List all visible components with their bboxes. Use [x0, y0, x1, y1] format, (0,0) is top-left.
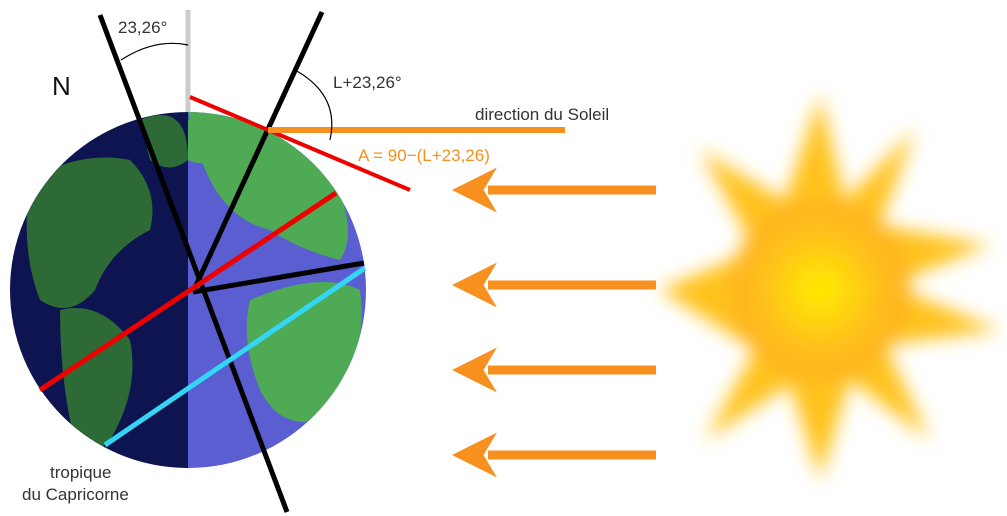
tropic-label: du Capricorne: [22, 485, 129, 504]
sun-direction-label: direction du Soleil: [475, 105, 609, 124]
latitude-line: [192, 260, 365, 295]
tropic-label: tropique: [50, 463, 111, 482]
zenith-line: [190, 10, 325, 294]
tropic-line: [103, 265, 367, 448]
sun-angle-label: L+23,26°: [333, 73, 402, 92]
sun-angle-arc: [294, 69, 333, 141]
equator: [38, 190, 338, 393]
tilt-arc: [120, 42, 189, 61]
north-label: N: [52, 71, 71, 101]
earth-axis: [97, 14, 290, 513]
sun: [660, 95, 1000, 480]
sun-rays: [452, 167, 656, 478]
formula-label: A = 90−(L+23,26): [358, 146, 490, 165]
tilt-angle-label: 23,26°: [118, 18, 167, 37]
horizon: [189, 95, 411, 192]
